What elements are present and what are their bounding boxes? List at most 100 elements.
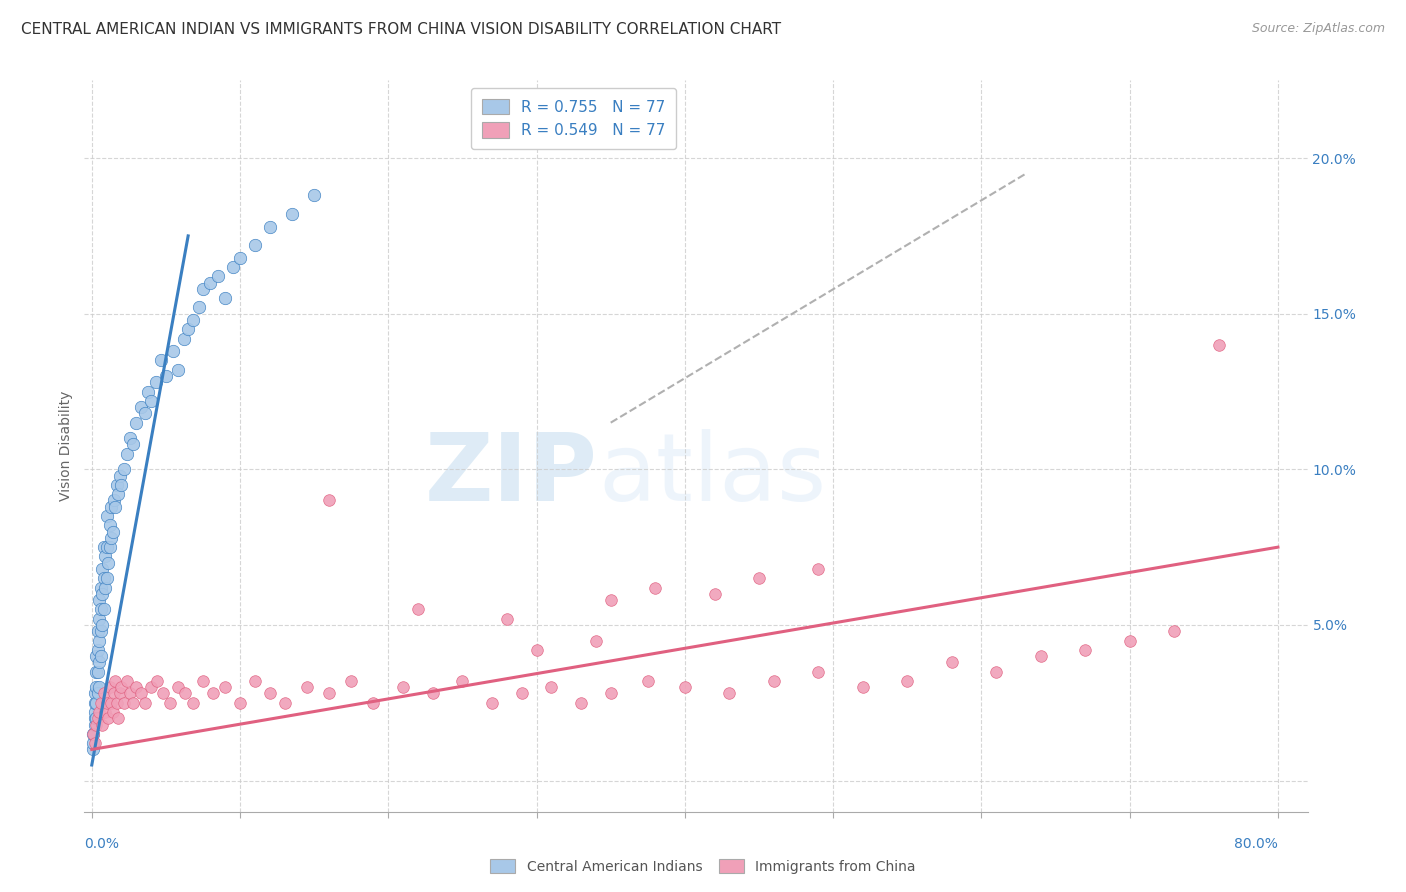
Point xyxy=(89,612,111,626)
Point xyxy=(155,368,177,383)
Point xyxy=(406,602,429,616)
Point xyxy=(259,686,281,700)
Point xyxy=(125,416,148,430)
Point xyxy=(191,282,214,296)
Point xyxy=(91,587,114,601)
Point xyxy=(91,618,114,632)
Point xyxy=(181,696,204,710)
Point xyxy=(83,717,105,731)
Point xyxy=(84,711,107,725)
Point xyxy=(90,624,112,639)
Point xyxy=(91,562,114,576)
Point xyxy=(103,686,125,700)
Point xyxy=(83,686,105,700)
Point xyxy=(104,500,127,514)
Point xyxy=(101,524,124,539)
Point xyxy=(89,680,111,694)
Point xyxy=(89,633,111,648)
Point xyxy=(93,686,115,700)
Point xyxy=(807,562,830,576)
Point xyxy=(86,711,108,725)
Point xyxy=(100,500,122,514)
Text: CENTRAL AMERICAN INDIAN VS IMMIGRANTS FROM CHINA VISION DISABILITY CORRELATION C: CENTRAL AMERICAN INDIAN VS IMMIGRANTS FR… xyxy=(21,22,782,37)
Point xyxy=(807,665,830,679)
Point xyxy=(703,587,725,601)
Point xyxy=(108,468,131,483)
Point xyxy=(97,711,120,725)
Point xyxy=(540,680,562,694)
Point xyxy=(146,673,169,688)
Point xyxy=(200,276,222,290)
Point xyxy=(96,571,118,585)
Point xyxy=(644,581,666,595)
Point xyxy=(1208,338,1230,352)
Point xyxy=(214,680,236,694)
Point xyxy=(96,540,118,554)
Point xyxy=(762,673,785,688)
Point xyxy=(259,219,281,234)
Point xyxy=(93,540,115,554)
Point xyxy=(82,742,104,756)
Point xyxy=(136,384,159,399)
Point xyxy=(159,696,181,710)
Point xyxy=(139,393,162,408)
Point xyxy=(112,696,135,710)
Point xyxy=(94,581,117,595)
Point xyxy=(89,705,111,719)
Text: 80.0%: 80.0% xyxy=(1234,837,1278,851)
Point xyxy=(191,673,214,688)
Point xyxy=(139,680,162,694)
Point xyxy=(89,593,111,607)
Point xyxy=(105,696,128,710)
Point xyxy=(122,696,145,710)
Point xyxy=(243,673,266,688)
Point xyxy=(187,301,209,315)
Point xyxy=(599,593,621,607)
Point xyxy=(110,478,132,492)
Point xyxy=(134,406,156,420)
Point xyxy=(134,696,156,710)
Point xyxy=(295,680,318,694)
Point xyxy=(481,696,503,710)
Point xyxy=(86,643,108,657)
Point xyxy=(392,680,415,694)
Point xyxy=(83,711,105,725)
Point xyxy=(83,705,105,719)
Point xyxy=(637,673,659,688)
Legend: Central American Indians, Immigrants from China: Central American Indians, Immigrants fro… xyxy=(484,852,922,880)
Point xyxy=(82,736,104,750)
Point xyxy=(89,656,111,670)
Point xyxy=(96,696,118,710)
Text: Source: ZipAtlas.com: Source: ZipAtlas.com xyxy=(1251,22,1385,36)
Point xyxy=(129,400,152,414)
Point xyxy=(90,602,112,616)
Point xyxy=(86,686,108,700)
Point xyxy=(718,686,741,700)
Point xyxy=(510,686,533,700)
Point xyxy=(243,238,266,252)
Point xyxy=(451,673,474,688)
Point xyxy=(100,531,122,545)
Point xyxy=(181,313,204,327)
Text: atlas: atlas xyxy=(598,429,827,521)
Point xyxy=(84,665,107,679)
Point xyxy=(318,493,340,508)
Point xyxy=(214,291,236,305)
Point xyxy=(96,509,118,524)
Point xyxy=(120,431,142,445)
Text: ZIP: ZIP xyxy=(425,429,598,521)
Point xyxy=(173,332,195,346)
Point xyxy=(162,344,184,359)
Point xyxy=(422,686,444,700)
Point xyxy=(90,581,112,595)
Point xyxy=(84,717,107,731)
Point xyxy=(105,478,128,492)
Legend: R = 0.755   N = 77, R = 0.549   N = 77: R = 0.755 N = 77, R = 0.549 N = 77 xyxy=(471,88,676,149)
Y-axis label: Vision Disability: Vision Disability xyxy=(59,391,73,501)
Point xyxy=(496,612,519,626)
Point xyxy=(93,571,115,585)
Point xyxy=(152,686,174,700)
Point xyxy=(100,696,122,710)
Point xyxy=(177,322,200,336)
Point xyxy=(986,665,1008,679)
